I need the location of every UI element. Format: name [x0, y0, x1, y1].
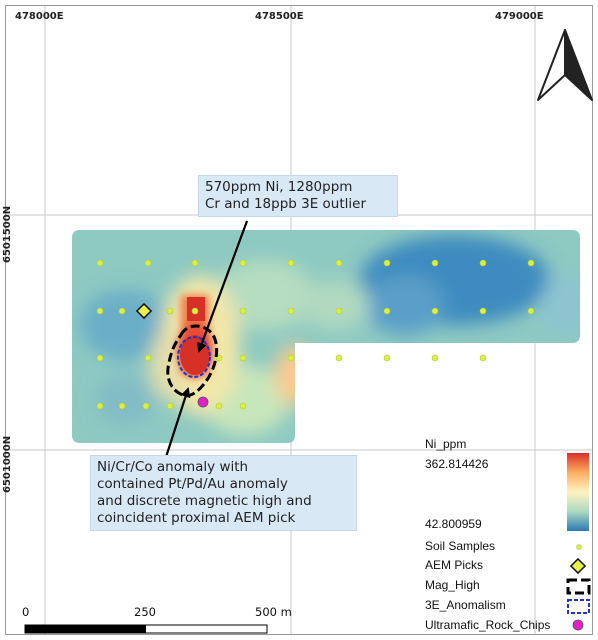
scale-label-500: 500 m — [255, 605, 292, 619]
3e-anomalism-outline — [177, 336, 211, 378]
map-frame: 478000E 478500E 479000E 6501500N 6501000… — [2, 5, 593, 635]
ni-ppm-color-ramp — [567, 453, 589, 531]
outlier-arrow — [197, 220, 249, 353]
anomaly-callout: Ni/Cr/Co anomaly with contained Pt/Pd/Au… — [90, 455, 357, 531]
easting-label: 478000E — [15, 11, 64, 22]
north-arrow-icon — [537, 29, 593, 101]
aem-pick-marker — [135, 302, 153, 320]
legend-min-value: 42.800959 — [425, 517, 482, 531]
northing-label: 6501500N — [2, 205, 13, 263]
ni-ppm-heatmap — [72, 230, 580, 443]
legend-mag-high-icon — [566, 578, 591, 595]
legend-item-aem-picks: AEM Picks — [425, 558, 484, 572]
scale-label-0: 0 — [22, 605, 30, 619]
soil-sample-points — [96, 259, 535, 410]
scale-label-250: 250 — [134, 605, 156, 619]
northing-label: 6501000N — [2, 435, 13, 493]
outlier-callout: 570ppm Ni, 1280ppm Cr and 18ppb 3E outli… — [198, 175, 398, 217]
legend-item-3e-anomalism: 3E_Anomalism — [425, 598, 506, 612]
legend-rock-chip-icon — [572, 619, 584, 631]
legend-title: Ni_ppm — [425, 437, 467, 451]
legend-aem-pick-icon — [569, 557, 587, 575]
easting-label: 478500E — [255, 11, 304, 22]
easting-label: 479000E — [495, 11, 544, 22]
scale-bar — [24, 624, 268, 634]
legend-item-mag-high: Mag_High — [425, 578, 480, 592]
map-canvas — [5, 5, 593, 635]
anomaly-arrow — [164, 387, 191, 458]
legend-max-value: 362.814426 — [425, 457, 489, 471]
ultramafic-rock-chip-marker — [197, 396, 209, 408]
legend-item-rock-chips: Ultramafic_Rock_Chips — [425, 618, 551, 632]
legend-item-soil-samples: Soil Samples — [425, 539, 496, 553]
legend-3e-anomalism-icon — [567, 599, 590, 614]
mag-high-outline — [166, 324, 219, 398]
legend-soil-sample-icon — [576, 544, 582, 550]
